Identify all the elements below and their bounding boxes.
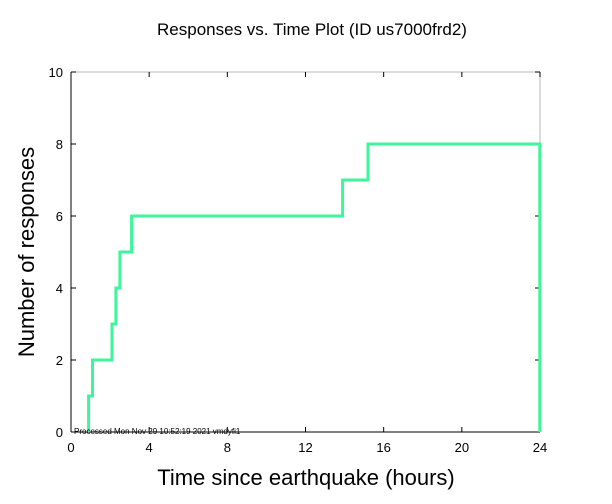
x-tick-label: 0: [67, 440, 74, 455]
x-axis-ticks: 0 4 8 12 16 20 24: [67, 72, 547, 455]
y-tick-label: 4: [56, 281, 63, 296]
x-tick-label: 8: [224, 440, 231, 455]
series-layer: [87, 142, 542, 432]
chart-title: Responses vs. Time Plot (ID us7000frd2): [157, 20, 467, 39]
x-axis-label: Time since earthquake (hours): [157, 465, 455, 490]
x-tick-label: 12: [298, 440, 312, 455]
y-tick-label: 2: [56, 353, 63, 368]
y-tick-label: 10: [49, 65, 63, 80]
processed-footnote: Processed Mon Nov 29 10:52:19 2021 vmdyf…: [74, 427, 241, 436]
x-tick-label: 16: [376, 440, 390, 455]
y-tick-label: 8: [56, 137, 63, 152]
y-tick-label: 6: [56, 209, 63, 224]
y-axis-ticks: 0 2 4 6 8 10: [49, 65, 540, 440]
plot-frame: [70, 71, 541, 433]
y-axis-label: Number of responses: [14, 147, 39, 357]
x-tick-label: 20: [455, 440, 469, 455]
response-count-line: [87, 142, 542, 432]
y-tick-label: 0: [56, 425, 63, 440]
x-tick-label: 4: [146, 440, 153, 455]
x-tick-label: 24: [533, 440, 547, 455]
